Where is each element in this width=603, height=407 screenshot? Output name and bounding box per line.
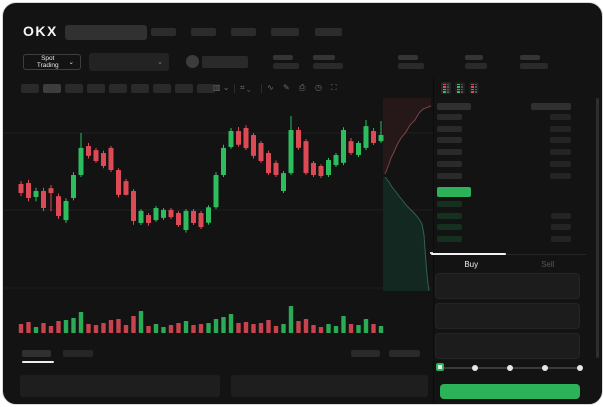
ask-amount bbox=[550, 172, 571, 179]
ask-amount bbox=[550, 114, 571, 120]
orderbook-mode-asks[interactable] bbox=[469, 82, 479, 94]
slider-stop[interactable] bbox=[542, 365, 548, 371]
bid-price bbox=[437, 235, 462, 242]
buy-submit-button[interactable] bbox=[440, 384, 580, 399]
bid-price bbox=[437, 201, 462, 207]
history-icon[interactable]: ◷ bbox=[315, 83, 322, 92]
candlestick-chart-svg bbox=[3, 98, 438, 333]
timeframe-button[interactable] bbox=[109, 84, 127, 93]
orderbook-mode-bids[interactable] bbox=[455, 82, 465, 94]
last-price-bar[interactable] bbox=[437, 187, 471, 197]
fullscreen-icon[interactable]: ⛶ bbox=[331, 83, 337, 92]
ask-price bbox=[437, 125, 462, 132]
stat-label bbox=[273, 55, 293, 60]
timeframe-button[interactable] bbox=[197, 84, 215, 93]
timeframe-button[interactable] bbox=[65, 84, 83, 93]
price-chart[interactable] bbox=[3, 98, 438, 338]
chevron-down-icon: ⌄ bbox=[157, 59, 163, 66]
stat-value bbox=[273, 63, 299, 69]
bid-price bbox=[437, 212, 462, 219]
timeframe-button[interactable] bbox=[131, 84, 149, 93]
chevron-down-icon: ⌄ bbox=[68, 59, 74, 66]
search-input[interactable] bbox=[65, 25, 147, 40]
nav-item[interactable] bbox=[151, 28, 176, 36]
price-column-header bbox=[437, 103, 471, 110]
stat-value bbox=[465, 63, 487, 69]
tab-divider bbox=[431, 254, 586, 255]
chart-tab[interactable] bbox=[63, 350, 93, 357]
timeframe-button[interactable] bbox=[153, 84, 171, 93]
indicator-select-icon[interactable]: ⌗ ⌄ bbox=[240, 83, 251, 92]
okx-logo[interactable]: OKX bbox=[23, 23, 58, 39]
pair-name-placeholder bbox=[202, 56, 248, 68]
chart-tab[interactable] bbox=[22, 350, 51, 357]
timeframe-button[interactable] bbox=[21, 84, 39, 93]
total-input[interactable] bbox=[435, 333, 580, 359]
timeframe-button[interactable] bbox=[43, 84, 61, 93]
slider-stop[interactable] bbox=[507, 365, 513, 371]
camera-icon[interactable]: ⎙ bbox=[299, 83, 306, 92]
slider-stop[interactable] bbox=[577, 365, 583, 371]
ask-amount bbox=[550, 149, 571, 156]
ask-price bbox=[437, 160, 462, 167]
bid-amount bbox=[551, 235, 571, 242]
stat-value bbox=[398, 63, 424, 69]
stat-value bbox=[313, 63, 343, 69]
timeframe-button[interactable] bbox=[175, 84, 193, 93]
draw-icon[interactable]: ✎ bbox=[283, 83, 290, 92]
orderbook-mode-both[interactable] bbox=[441, 82, 451, 94]
nav-item[interactable] bbox=[271, 28, 299, 36]
active-tab-underline bbox=[431, 253, 506, 255]
nav-item[interactable] bbox=[231, 28, 256, 36]
ask-amount bbox=[550, 137, 571, 144]
tab-buy[interactable]: Buy bbox=[464, 259, 479, 269]
scrollbar[interactable] bbox=[596, 98, 599, 358]
nav-item[interactable] bbox=[315, 28, 342, 36]
toolbar-divider bbox=[261, 84, 262, 93]
ask-price bbox=[437, 114, 462, 120]
nav-item[interactable] bbox=[191, 28, 216, 36]
ask-amount bbox=[550, 125, 571, 132]
active-tab-underline bbox=[22, 361, 54, 363]
ask-price bbox=[437, 149, 462, 156]
chart-option-button[interactable] bbox=[351, 350, 380, 357]
bottom-panel[interactable] bbox=[20, 375, 220, 397]
price-input[interactable] bbox=[435, 273, 580, 299]
ask-price bbox=[437, 172, 462, 179]
slider-handle[interactable] bbox=[436, 363, 444, 371]
stat-value bbox=[520, 63, 548, 69]
stat-label bbox=[520, 55, 540, 60]
amount-input[interactable] bbox=[435, 303, 580, 329]
candle-type-icon[interactable]: ▥ ⌄ bbox=[213, 83, 230, 92]
stat-label bbox=[465, 55, 483, 60]
tab-sell[interactable]: Sell bbox=[541, 259, 555, 269]
stat-label bbox=[398, 55, 418, 60]
chart-option-button[interactable] bbox=[389, 350, 420, 357]
panel-divider bbox=[433, 75, 434, 404]
bottom-panel[interactable] bbox=[231, 375, 428, 397]
wave-icon[interactable]: ∿ bbox=[267, 83, 274, 92]
toolbar-divider bbox=[234, 84, 235, 93]
slider-stop[interactable] bbox=[472, 365, 478, 371]
coin-icon bbox=[186, 55, 199, 68]
ask-amount bbox=[550, 160, 571, 167]
stat-label bbox=[313, 55, 335, 60]
bid-amount bbox=[551, 224, 571, 230]
bid-amount bbox=[551, 212, 571, 219]
timeframe-button[interactable] bbox=[87, 84, 105, 93]
market-type-dropdown[interactable]: Spot Trading ⌄ bbox=[23, 54, 81, 70]
market-type-label: Spot Trading bbox=[36, 55, 59, 69]
amount-column-header bbox=[531, 103, 571, 110]
pair-select-dropdown[interactable]: ⌄ bbox=[89, 53, 169, 71]
ask-price bbox=[437, 137, 462, 144]
bid-price bbox=[437, 224, 462, 230]
order-book-panel: Buy Sell bbox=[431, 75, 586, 404]
